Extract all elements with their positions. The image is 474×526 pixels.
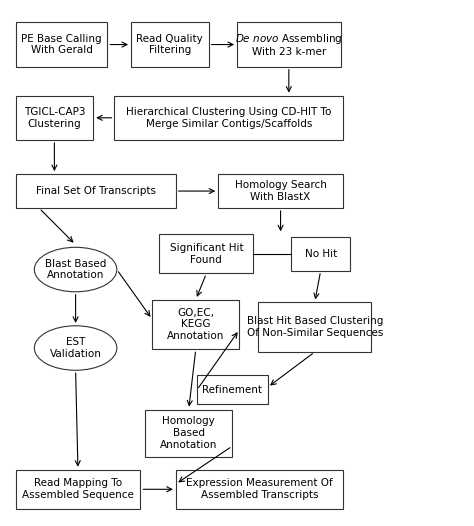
FancyBboxPatch shape — [131, 22, 209, 67]
FancyBboxPatch shape — [291, 237, 350, 271]
Text: No Hit: No Hit — [304, 249, 337, 259]
Text: $\it{De\ novo}$ Assembling
With 23 k-mer: $\it{De\ novo}$ Assembling With 23 k-mer — [235, 32, 343, 57]
FancyBboxPatch shape — [159, 234, 254, 274]
Text: Refinement: Refinement — [202, 385, 262, 395]
Text: Blast Hit Based Clustering
Of Non-Similar Sequences: Blast Hit Based Clustering Of Non-Simila… — [246, 316, 383, 338]
FancyBboxPatch shape — [258, 302, 371, 352]
FancyBboxPatch shape — [237, 22, 341, 67]
Ellipse shape — [35, 247, 117, 292]
FancyBboxPatch shape — [16, 174, 176, 208]
FancyBboxPatch shape — [16, 470, 140, 509]
FancyBboxPatch shape — [176, 470, 343, 509]
Text: Homology Search
With BlastX: Homology Search With BlastX — [235, 180, 327, 202]
FancyBboxPatch shape — [115, 96, 343, 140]
FancyBboxPatch shape — [152, 300, 239, 349]
FancyBboxPatch shape — [16, 22, 108, 67]
Text: Significant Hit
Found: Significant Hit Found — [170, 243, 243, 265]
Text: Blast Based
Annotation: Blast Based Annotation — [45, 259, 106, 280]
Text: Hierarchical Clustering Using CD-HIT To
Merge Similar Contigs/Scaffolds: Hierarchical Clustering Using CD-HIT To … — [126, 107, 331, 128]
FancyBboxPatch shape — [218, 174, 343, 208]
Text: Expression Measurement Of
Assembled Transcripts: Expression Measurement Of Assembled Tran… — [186, 479, 333, 500]
Text: GO,EC,
KEGG
Annotation: GO,EC, KEGG Annotation — [167, 308, 225, 341]
Text: Homology
Based
Annotation: Homology Based Annotation — [160, 417, 218, 450]
FancyBboxPatch shape — [16, 96, 93, 140]
Ellipse shape — [35, 326, 117, 370]
Text: Read Quality
Filtering: Read Quality Filtering — [137, 34, 203, 55]
Text: Final Set Of Transcripts: Final Set Of Transcripts — [36, 186, 155, 196]
Text: PE Base Calling
With Gerald: PE Base Calling With Gerald — [21, 34, 102, 55]
Text: TGICL-CAP3
Clustering: TGICL-CAP3 Clustering — [24, 107, 85, 128]
Text: EST
Validation: EST Validation — [50, 337, 101, 359]
FancyBboxPatch shape — [197, 376, 268, 404]
Text: Read Mapping To
Assembled Sequence: Read Mapping To Assembled Sequence — [22, 479, 134, 500]
FancyBboxPatch shape — [145, 410, 232, 457]
